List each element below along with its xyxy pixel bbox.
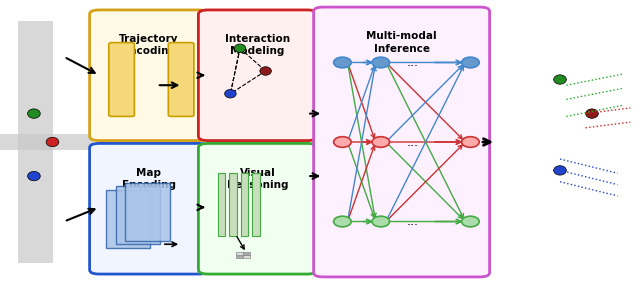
Bar xyxy=(218,173,225,236)
Ellipse shape xyxy=(586,109,598,118)
Text: Multi-modal
Inference: Multi-modal Inference xyxy=(366,31,437,54)
FancyBboxPatch shape xyxy=(90,10,208,141)
Ellipse shape xyxy=(225,89,236,98)
FancyBboxPatch shape xyxy=(106,190,150,248)
Bar xyxy=(241,173,248,236)
Ellipse shape xyxy=(333,216,351,227)
FancyBboxPatch shape xyxy=(90,143,208,274)
Ellipse shape xyxy=(461,137,479,147)
Text: Visual
Reasoning: Visual Reasoning xyxy=(227,168,289,190)
Ellipse shape xyxy=(333,137,351,147)
Bar xyxy=(0,134,93,150)
Ellipse shape xyxy=(46,137,59,147)
Ellipse shape xyxy=(28,172,40,181)
Bar xyxy=(236,252,243,255)
Ellipse shape xyxy=(260,67,271,75)
FancyBboxPatch shape xyxy=(168,43,194,116)
Bar xyxy=(243,252,250,255)
Ellipse shape xyxy=(372,137,390,147)
FancyBboxPatch shape xyxy=(314,7,490,277)
Text: Interaction
Modeling: Interaction Modeling xyxy=(225,34,290,57)
Ellipse shape xyxy=(554,75,566,84)
Bar xyxy=(236,255,243,258)
Bar xyxy=(229,173,237,236)
Ellipse shape xyxy=(554,166,566,175)
Bar xyxy=(243,255,250,258)
Text: ...: ... xyxy=(407,56,419,69)
FancyBboxPatch shape xyxy=(116,186,160,244)
Text: ...: ... xyxy=(407,215,419,228)
Bar xyxy=(18,21,53,263)
Ellipse shape xyxy=(461,216,479,227)
Ellipse shape xyxy=(461,57,479,68)
Text: Trajectory
Encoding: Trajectory Encoding xyxy=(119,34,179,57)
Ellipse shape xyxy=(28,109,40,118)
FancyBboxPatch shape xyxy=(198,10,317,141)
FancyBboxPatch shape xyxy=(109,43,134,116)
Bar xyxy=(252,173,260,236)
FancyBboxPatch shape xyxy=(198,143,317,274)
FancyBboxPatch shape xyxy=(125,183,170,241)
Ellipse shape xyxy=(234,44,246,53)
Ellipse shape xyxy=(333,57,351,68)
Text: Map
Encoding: Map Encoding xyxy=(122,168,176,190)
Ellipse shape xyxy=(372,57,390,68)
Text: ...: ... xyxy=(407,135,419,149)
Ellipse shape xyxy=(372,216,390,227)
